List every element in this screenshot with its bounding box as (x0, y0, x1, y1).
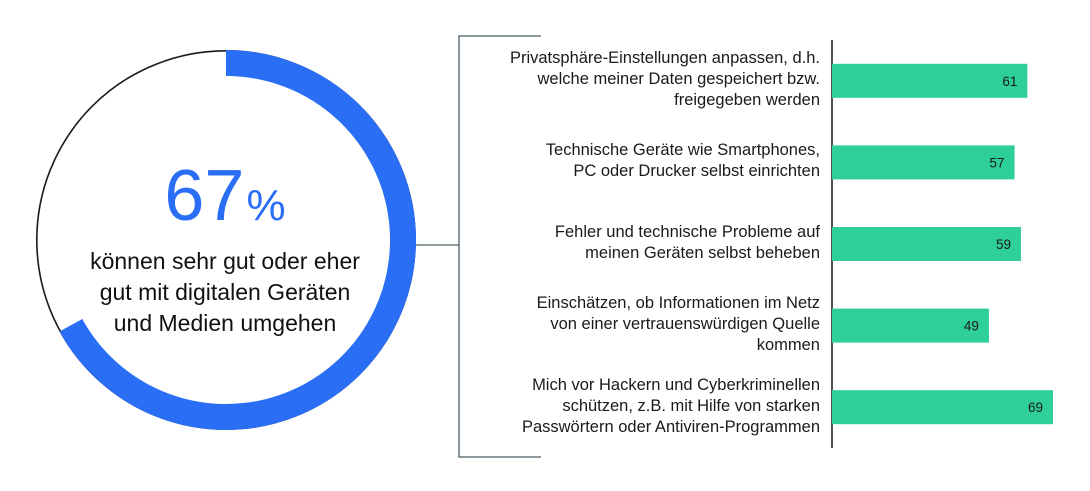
bar (832, 390, 1053, 425)
headline-caption: können sehr gut oder eher gut mit digita… (60, 246, 390, 339)
donut-chart (36, 50, 416, 430)
category-label: Einschätzen, ob Informationen im Netz von… (480, 293, 820, 356)
category-label-line: Mich vor Hackern und Cyberkriminellen (532, 375, 820, 394)
category-label-line: Fehler und technische Probleme auf (554, 223, 820, 241)
category-label: Mich vor Hackern und Cyberkriminellen sch… (480, 375, 820, 438)
bar-value-label: 49 (964, 319, 979, 334)
caption-line: und Medien umgehen (113, 310, 337, 336)
category-label-line: kommen (756, 336, 820, 355)
bar-chart: 61 57 59 49 69 (831, 40, 1053, 448)
bar (832, 308, 989, 343)
donut-arc-value (59, 50, 416, 430)
headline-value: 67 (164, 156, 245, 236)
category-label-line: von einer vertrauenswürdigen Quelle (550, 315, 820, 334)
category-label: Technische Geräte wie Smartphones, PC ode… (480, 140, 820, 182)
bar (832, 145, 1015, 180)
bar-value-label: 61 (1002, 74, 1017, 89)
bracket-connector (416, 35, 541, 458)
bracket (458, 35, 541, 458)
headline-percentage: 67% (60, 160, 390, 232)
bar-value-label: 69 (1028, 400, 1043, 415)
headline-unit: % (246, 181, 286, 230)
category-label-line: freigegeben werden (674, 91, 820, 110)
category-label: Fehler und technische Probleme auf meinen… (480, 222, 820, 264)
bar-value-label: 57 (990, 155, 1005, 170)
category-label-line: Technische Geräte wie Smartphones, (545, 141, 820, 160)
category-label-line: Privatsphäre-Einstellungen anpassen, d.h… (509, 49, 820, 68)
category-label-line: meinen Geräten selbst beheben (585, 244, 820, 262)
category-label-line: PC oder Drucker selbst einrichten (573, 162, 820, 181)
category-label: Privatsphäre-Einstellungen anpassen, d.h… (480, 48, 820, 111)
donut-center-text: 67% können sehr gut oder eher gut mit di… (60, 160, 390, 339)
category-label-line: welche meiner Daten gespeichert bzw. (537, 70, 820, 89)
bar (832, 63, 1028, 98)
category-label-line: Passwörtern oder Antiviren-Programmen (521, 417, 820, 436)
bar (832, 227, 1021, 261)
caption-line: gut mit digitalen Geräten (99, 279, 351, 305)
bar-value-label: 59 (996, 237, 1011, 252)
category-label-line: schützen, z.B. mit Hilfe von starken (562, 396, 820, 415)
category-label-line: Einschätzen, ob Informationen im Netz (536, 294, 820, 313)
caption-line: können sehr gut oder eher (90, 248, 360, 274)
